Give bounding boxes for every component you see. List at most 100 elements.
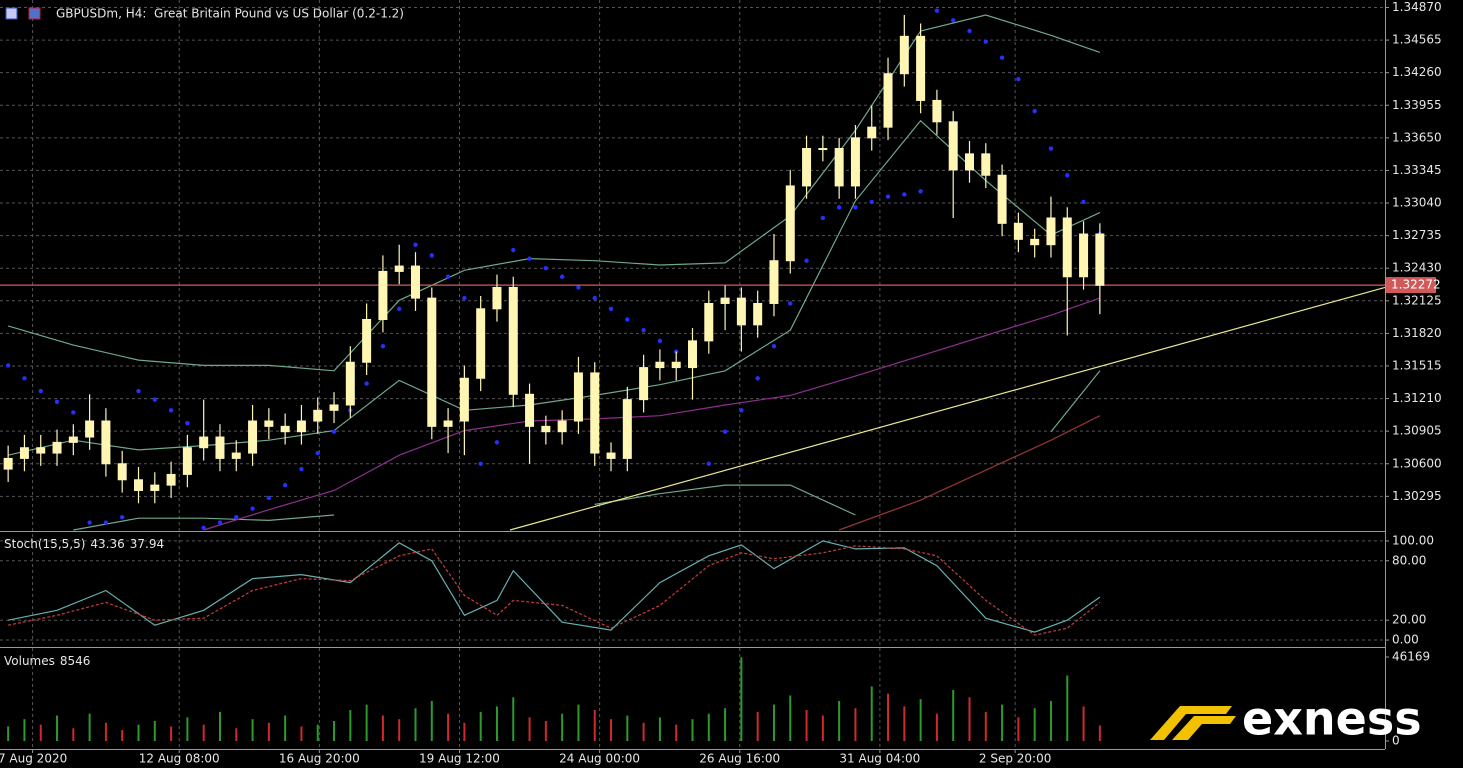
sar-dot <box>836 205 842 210</box>
sar-dot <box>722 429 728 434</box>
candle-body <box>248 420 258 454</box>
watermark-logo: exness <box>1150 692 1422 746</box>
sar-dot <box>934 8 940 13</box>
candle-body <box>52 441 62 454</box>
sar-dot <box>38 388 43 394</box>
y-tick-label: 1.32125 <box>1392 293 1442 307</box>
candle-body <box>101 420 111 465</box>
sar-dot <box>282 482 288 488</box>
y-tick-label: 1.34260 <box>1392 65 1442 79</box>
sar-dot <box>1032 108 1037 114</box>
candle-body <box>525 393 535 427</box>
sar-dot <box>185 420 190 426</box>
y-tick-label: 1.33345 <box>1392 163 1442 177</box>
sar-dot <box>234 514 239 520</box>
candle-body <box>264 420 274 427</box>
sar-dot <box>820 215 826 221</box>
sar-dot <box>87 520 92 525</box>
sar-dot <box>445 274 451 279</box>
candle-body <box>802 148 812 187</box>
mark-layer <box>0 8 1386 741</box>
y-tick-label: 1.33955 <box>1392 98 1442 112</box>
indicator-name: Stoch(15,5,5) <box>4 537 85 551</box>
candle-body <box>785 185 795 262</box>
sar-dot <box>5 363 11 368</box>
candle-body <box>182 447 192 475</box>
candle-body <box>606 452 616 459</box>
x-tick-label: 19 Aug 12:00 <box>419 752 500 766</box>
candle-body <box>459 377 469 422</box>
sar-dot <box>168 408 174 413</box>
candle-body <box>948 121 958 171</box>
indicator-line <box>838 415 1101 531</box>
y-tick-label: 1.32735 <box>1392 228 1442 242</box>
y-tick-label: 80.00 <box>1392 553 1426 567</box>
sar-dot <box>1081 199 1086 205</box>
candle-body <box>769 260 779 304</box>
y-tick-label: 1.32430 <box>1392 261 1442 275</box>
candle-body <box>476 308 486 379</box>
sar-dot <box>641 327 646 333</box>
stoch-line <box>7 545 1101 636</box>
x-tick-label: 16 Aug 20:00 <box>279 752 360 766</box>
candle-body <box>362 318 372 363</box>
candle-body <box>867 126 877 139</box>
candle-body <box>899 35 909 75</box>
sar-dot <box>869 199 874 205</box>
candle-body <box>720 297 730 304</box>
sar-dot <box>576 285 581 290</box>
indicator-line <box>7 14 1101 372</box>
candle-body <box>1095 233 1105 286</box>
candle-body <box>85 420 95 438</box>
indicator-name: Volumes <box>4 654 55 668</box>
candle-body <box>1013 222 1023 240</box>
y-tick-label: 0 <box>1392 734 1400 748</box>
candle-body <box>329 404 339 411</box>
candle-body <box>68 436 78 443</box>
sar-dot <box>592 295 597 301</box>
sar-dot <box>266 495 272 501</box>
sar-dot <box>608 306 614 312</box>
candle-body <box>1046 217 1056 246</box>
window-title: GBPUSDm, H4: Great Britain Pound vs US D… <box>56 7 404 21</box>
sar-dot <box>380 344 386 349</box>
candle-body <box>3 457 13 470</box>
indicator-value: 43.36 <box>90 537 124 551</box>
y-tick-label: 1.30295 <box>1392 489 1442 503</box>
icon <box>5 7 18 20</box>
y-tick-label: 1.34565 <box>1392 33 1442 47</box>
logo-mark <box>1172 716 1236 740</box>
candle-body <box>965 153 974 171</box>
sar-dot <box>462 295 467 301</box>
sar-dot <box>413 242 418 247</box>
candle-body <box>883 73 893 128</box>
sar-dot <box>71 410 76 415</box>
stoch-line <box>7 540 1101 633</box>
watermark-text: exness <box>1242 692 1422 746</box>
candle-body <box>378 270 388 320</box>
candle-body <box>655 361 665 369</box>
sar-dot <box>771 344 777 349</box>
sar-dot <box>429 253 434 258</box>
sar-dot <box>217 520 223 525</box>
candle-body <box>916 35 926 101</box>
y-tick-label: 20.00 <box>1392 613 1426 627</box>
sar-dot <box>543 266 549 271</box>
sar-dot <box>739 408 744 413</box>
y-tick-label: 46169 <box>1392 649 1430 663</box>
candle-body <box>1079 233 1089 278</box>
sar-dot <box>299 466 304 472</box>
y-tick-label: 1.31210 <box>1392 391 1442 405</box>
candle-body <box>166 473 176 486</box>
candle-body <box>818 148 828 151</box>
candle-body <box>622 399 632 459</box>
candle-body <box>231 452 241 459</box>
y-tick-label: 1.30905 <box>1392 424 1442 438</box>
sar-dot <box>1016 76 1021 82</box>
sar-dot <box>999 55 1005 60</box>
sar-dot <box>755 376 760 381</box>
candle-body <box>215 436 225 459</box>
candle-body <box>573 372 583 422</box>
sar-dot <box>657 338 663 344</box>
